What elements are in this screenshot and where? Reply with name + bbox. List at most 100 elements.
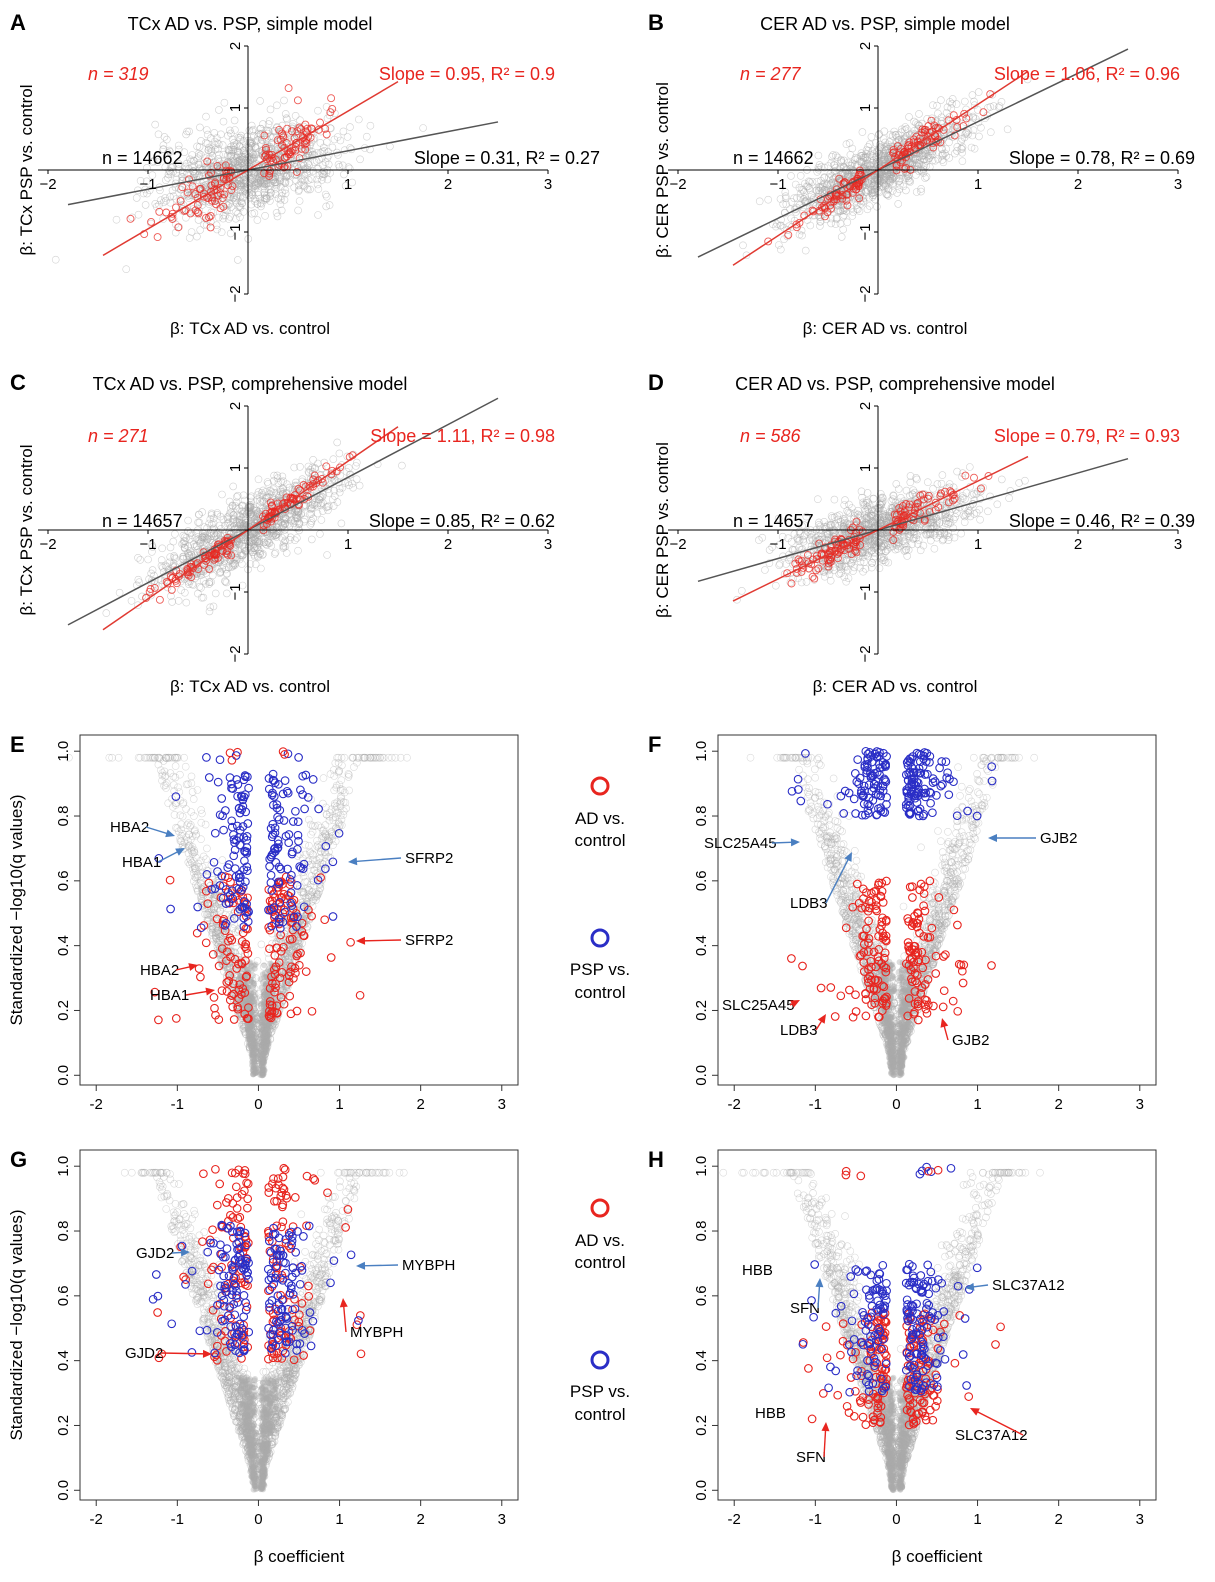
background-point — [902, 125, 911, 133]
y-axis-label: β: CER PSP vs. control — [653, 82, 672, 258]
significant-point — [147, 217, 156, 226]
panel-label-a: A — [10, 10, 26, 35]
background-point — [986, 128, 995, 136]
background-point — [974, 88, 983, 96]
x-tick-label: 3 — [544, 536, 552, 553]
significant-fit-line — [102, 81, 399, 257]
background-point — [159, 215, 167, 223]
background-point — [141, 201, 150, 209]
x-axis-label: β: TCx AD vs. control — [170, 677, 330, 696]
background-point — [902, 186, 910, 195]
x-tick-label: −2 — [669, 176, 686, 193]
background-point — [968, 91, 977, 99]
significant-fit-line — [732, 70, 1029, 266]
x-tick-label: −1 — [139, 176, 156, 193]
x-axis-label: β: TCx AD vs. control — [170, 319, 330, 338]
background-point — [229, 482, 237, 491]
background-point — [314, 211, 322, 219]
background-point — [182, 598, 191, 607]
x-tick-label: −2 — [39, 176, 56, 193]
background-point — [915, 110, 923, 118]
background-point — [948, 99, 956, 108]
background-point — [219, 214, 227, 223]
background-point — [322, 138, 331, 146]
background-point — [814, 151, 823, 160]
background-point — [215, 106, 223, 114]
background-point — [306, 520, 315, 529]
panel-d: −2 −1 1 2 3−2−112 D CER AD vs. PSP, comprehe… — [648, 370, 1195, 696]
background-point — [934, 109, 942, 118]
significant-fit-label: Slope = 0.95, R² = 0.9 — [379, 64, 555, 84]
x-tick-label: 2 — [444, 536, 452, 553]
background-point — [329, 455, 338, 464]
background-point — [976, 515, 984, 524]
background-point — [197, 593, 206, 602]
background-point — [945, 138, 953, 147]
background-point — [346, 123, 354, 131]
y-tick-label: 2 — [857, 42, 874, 50]
background-point — [144, 555, 152, 564]
background-point — [965, 463, 974, 471]
background-point — [309, 455, 317, 464]
all-fit-label: Slope = 0.31, R² = 0.27 — [414, 148, 600, 168]
panel-label-b: B — [648, 10, 664, 35]
background-point — [322, 202, 331, 211]
y-tick-label: 2 — [227, 402, 244, 410]
n-significant: n = 271 — [88, 426, 149, 446]
background-point — [307, 535, 316, 544]
background-point — [289, 120, 297, 128]
background-point — [1005, 494, 1013, 503]
background-point — [958, 157, 967, 165]
background-point — [929, 101, 937, 109]
significant-point — [327, 94, 336, 103]
background-point — [162, 196, 170, 205]
fit-lines — [67, 81, 499, 257]
background-point — [328, 143, 337, 152]
background-point — [316, 530, 324, 538]
background-point — [138, 592, 146, 601]
panel-label-c: C — [10, 370, 26, 395]
background-point — [366, 121, 375, 130]
significant-point — [167, 585, 176, 594]
background-point — [857, 487, 866, 496]
background-point — [764, 195, 773, 204]
background-point — [333, 438, 342, 447]
background-point — [207, 218, 215, 226]
n-significant: n = 277 — [740, 64, 802, 84]
background-point — [313, 180, 322, 189]
significant-point — [284, 84, 293, 93]
y-axis-label: β: TCx PSP vs. control — [17, 444, 36, 615]
significant-point — [206, 223, 215, 232]
background-point — [939, 158, 948, 167]
background-point — [419, 124, 427, 132]
background-point — [134, 210, 143, 219]
background-point — [968, 131, 977, 140]
background-point — [280, 96, 288, 105]
x-axis-label: β: CER AD vs. control — [803, 319, 968, 338]
y-tick-label: 2 — [227, 42, 244, 50]
background-point — [929, 484, 937, 493]
panel-c: −2 −1 1 2 3−2−112 C TCx AD vs. PSP, comprehe… — [10, 370, 555, 696]
background-point — [335, 449, 344, 458]
background-point — [362, 132, 371, 141]
background-point — [836, 219, 845, 228]
panel-a: −2 −1 1 2 3−2−112 A TCx AD vs. PSP, simple m… — [10, 10, 600, 338]
background-point — [960, 97, 969, 106]
background-point — [946, 98, 954, 106]
background-point — [323, 551, 331, 559]
background-point — [1003, 125, 1012, 134]
background-point — [355, 481, 364, 490]
background-point — [197, 137, 205, 145]
panel-b: −2 −1 1 2 3−2−112 B CER AD vs. PSP, simple m… — [648, 10, 1195, 338]
significant-point — [126, 214, 135, 223]
background-point — [830, 495, 839, 504]
background-point — [276, 200, 285, 208]
background-point — [256, 199, 265, 207]
background-point — [211, 589, 220, 598]
background-point — [321, 158, 330, 166]
background-point — [151, 120, 159, 129]
background-point — [182, 213, 190, 222]
background-point — [739, 241, 747, 250]
y-tick-label: −1 — [227, 223, 244, 240]
background-point — [755, 197, 764, 206]
